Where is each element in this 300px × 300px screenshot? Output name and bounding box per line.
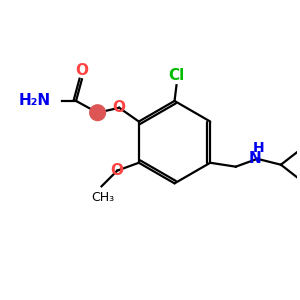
Text: O: O: [113, 100, 126, 115]
Text: O: O: [75, 63, 88, 78]
Text: CH₃: CH₃: [91, 191, 114, 204]
Text: N: N: [249, 151, 262, 166]
Text: H: H: [253, 141, 264, 155]
Text: Cl: Cl: [168, 68, 184, 83]
Circle shape: [90, 105, 106, 121]
Text: O: O: [111, 163, 124, 178]
Text: H₂N: H₂N: [18, 93, 50, 108]
